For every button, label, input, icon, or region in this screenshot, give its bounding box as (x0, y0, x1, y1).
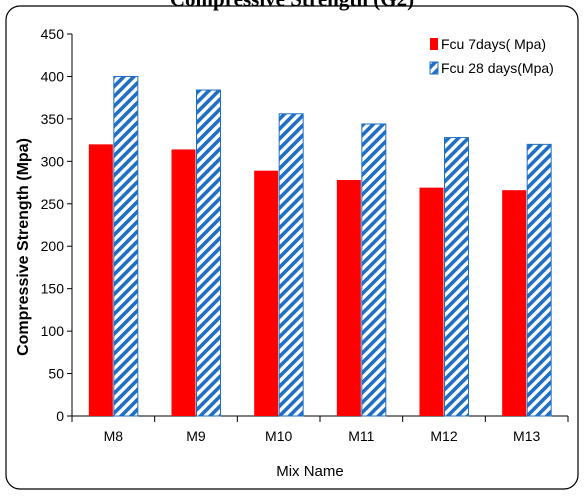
bar (444, 137, 469, 417)
chart-title: Compressive Strength (G2) (170, 0, 414, 11)
x-tick-label: M11 (348, 428, 374, 444)
y-tick-label: 450 (41, 26, 65, 42)
legend-swatch (429, 61, 439, 75)
bar (336, 180, 361, 416)
bar (196, 89, 221, 417)
y-tick-label: 250 (41, 196, 65, 212)
bar (361, 123, 387, 417)
x-tick-label: M10 (265, 428, 292, 444)
y-tick-label: 0 (56, 408, 64, 424)
bar (419, 187, 444, 416)
legend-label: Fcu 7days( Mpa) (441, 36, 546, 52)
y-tick-label: 350 (41, 111, 65, 127)
x-tick-label: M8 (104, 428, 124, 444)
y-tick-label: 150 (41, 281, 65, 297)
legend-label: Fcu 28 days(Mpa) (441, 60, 554, 76)
y-tick-label: 200 (41, 238, 65, 254)
x-axis-label: Mix Name (276, 463, 344, 480)
bar (278, 113, 304, 417)
y-tick-label: 300 (41, 153, 65, 169)
bar (88, 144, 113, 416)
y-tick-label: 50 (48, 366, 64, 382)
bar (502, 190, 527, 416)
x-tick-label: M13 (513, 428, 540, 444)
y-tick-label: 400 (41, 68, 65, 84)
bar (113, 75, 139, 417)
x-tick-label: M12 (430, 428, 457, 444)
y-axis-label: Compressive Strength (Mpa) (15, 138, 32, 356)
bar (526, 143, 552, 417)
legend-swatch (430, 38, 438, 50)
y-tick-label: 100 (41, 323, 65, 339)
bar (171, 149, 196, 416)
bar (254, 170, 279, 416)
x-tick-label: M9 (186, 428, 206, 444)
